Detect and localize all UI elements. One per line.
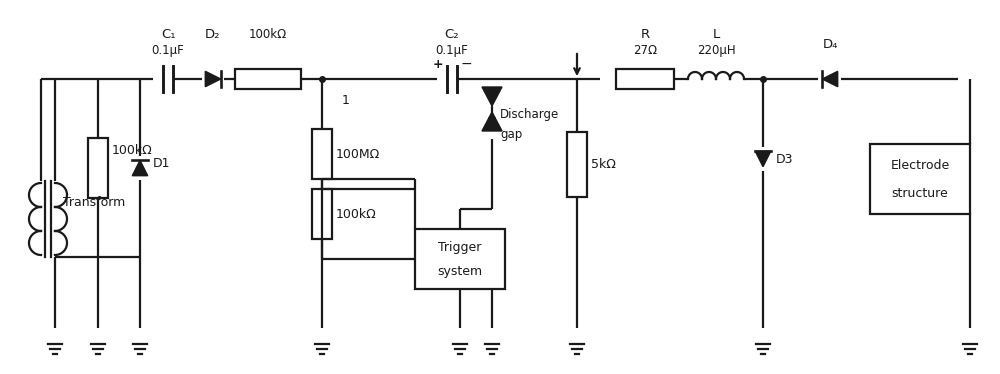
Polygon shape — [482, 87, 502, 106]
Text: D3: D3 — [776, 153, 794, 166]
Text: R: R — [640, 28, 650, 41]
Bar — [312, 189, 332, 239]
Bar — [415, 229, 505, 289]
Text: C₁: C₁ — [161, 28, 175, 41]
Polygon shape — [132, 160, 148, 176]
Text: Electrode: Electrode — [890, 159, 950, 172]
Text: 100kΩ: 100kΩ — [249, 28, 287, 41]
Text: +: + — [433, 58, 443, 71]
Text: 100MΩ: 100MΩ — [336, 147, 380, 160]
Text: Discharge: Discharge — [500, 107, 559, 120]
Text: D₂: D₂ — [205, 28, 221, 41]
Text: Trigger: Trigger — [438, 240, 482, 254]
Polygon shape — [205, 71, 221, 87]
Text: 27Ω: 27Ω — [633, 44, 657, 57]
Text: Transform: Transform — [63, 196, 125, 209]
Text: D1: D1 — [153, 156, 170, 169]
Text: 1: 1 — [342, 94, 350, 107]
Text: C₂: C₂ — [445, 28, 459, 41]
Bar — [235, 69, 301, 89]
Text: 5kΩ: 5kΩ — [591, 157, 616, 171]
Text: D₄: D₄ — [822, 38, 838, 51]
Polygon shape — [482, 112, 502, 131]
Text: 0.1μF: 0.1μF — [436, 44, 468, 57]
Bar — [616, 69, 674, 89]
Text: structure: structure — [892, 187, 948, 199]
Text: 0.1μF: 0.1μF — [152, 44, 184, 57]
Text: 100kΩ: 100kΩ — [336, 208, 377, 221]
Text: L: L — [712, 28, 720, 41]
Bar — [312, 129, 332, 179]
Polygon shape — [822, 71, 838, 87]
Bar — [88, 138, 108, 198]
Text: gap: gap — [500, 128, 522, 141]
Text: 220μH: 220μH — [697, 44, 735, 57]
Bar — [567, 132, 587, 196]
Text: −: − — [460, 57, 472, 71]
Bar — [870, 144, 970, 214]
Polygon shape — [755, 151, 771, 167]
Text: system: system — [437, 264, 483, 278]
Text: 100kΩ: 100kΩ — [112, 144, 153, 156]
